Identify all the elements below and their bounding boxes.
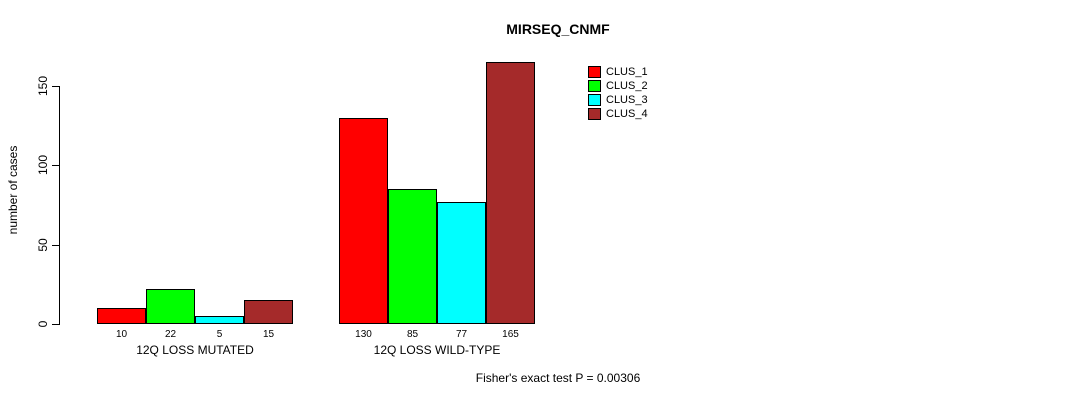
legend-swatch (588, 66, 601, 78)
bar-clus_1-1 (97, 308, 146, 324)
legend-label: CLUS_1 (606, 66, 648, 78)
bar-clus_2-2 (388, 189, 437, 324)
y-axis-line (59, 86, 60, 325)
y-tick (52, 165, 60, 166)
y-tick-label: 0 (36, 320, 50, 328)
bar-value-label: 22 (164, 329, 177, 340)
y-tick (52, 86, 60, 87)
bar-value-label: 165 (502, 329, 519, 340)
bar-clus_3-1 (195, 316, 244, 324)
y-tick-label: 150 (36, 75, 50, 97)
bar-clus_4-1 (244, 300, 293, 324)
y-axis-title: number of cases (6, 145, 20, 235)
bar-value-label: 85 (406, 329, 419, 340)
legend-item-clus_4: CLUS_4 (588, 107, 648, 121)
legend-label: CLUS_4 (606, 108, 648, 120)
bar-value-label: 15 (262, 329, 275, 340)
chart-title: MIRSEQ_CNMF (506, 21, 610, 37)
legend-label: CLUS_3 (606, 94, 648, 106)
group-label: 12Q LOSS MUTATED (136, 343, 254, 357)
bar-value-label: 10 (115, 329, 128, 340)
legend-swatch (588, 108, 601, 120)
legend-swatch (588, 80, 601, 92)
y-tick (52, 245, 60, 246)
bar-value-label: 5 (216, 329, 223, 340)
y-tick (52, 324, 60, 325)
bar-clus_3-2 (437, 202, 486, 324)
legend-item-clus_3: CLUS_3 (588, 93, 648, 107)
bar-clus_2-1 (146, 289, 195, 324)
y-tick-label: 100 (36, 154, 50, 176)
y-tick-label: 50 (36, 238, 50, 252)
bar-clus_4-2 (486, 62, 535, 324)
group-label: 12Q LOSS WILD-TYPE (373, 343, 501, 357)
legend-item-clus_2: CLUS_2 (588, 79, 648, 93)
bar-value-label: 77 (455, 329, 468, 340)
legend-item-clus_1: CLUS_1 (588, 65, 648, 79)
bar-clus_1-2 (339, 118, 388, 324)
bar-value-label: 130 (355, 329, 372, 340)
legend-swatch (588, 94, 601, 106)
fisher-test-footnote: Fisher's exact test P = 0.00306 (475, 371, 641, 385)
legend-label: CLUS_2 (606, 80, 648, 92)
legend: CLUS_1 CLUS_2 CLUS_3 CLUS_4 (588, 65, 648, 121)
